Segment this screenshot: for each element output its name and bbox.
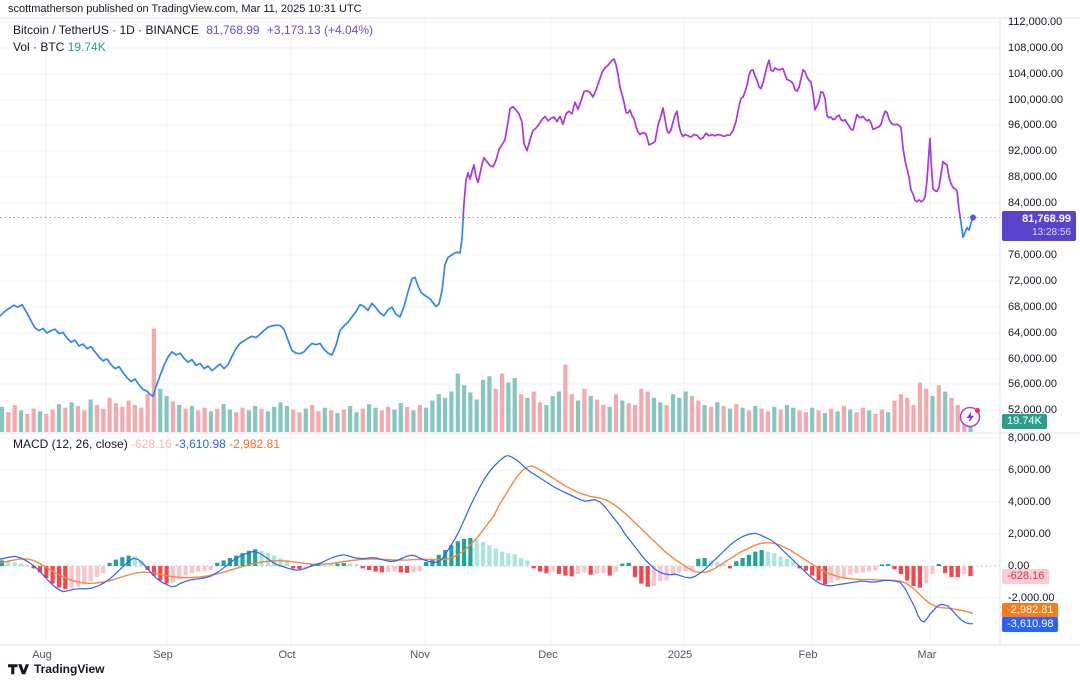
axis-tick-label: 8,000.00 xyxy=(1008,432,1051,444)
flash-idea-button[interactable] xyxy=(958,404,984,430)
bar-countdown: 13:28:56 xyxy=(1032,227,1071,238)
volume-label: Vol · BTC xyxy=(13,40,65,54)
axis-tick-label: 96,000.00 xyxy=(1008,119,1057,131)
last-price-badge-value: 81,768.99 xyxy=(1022,213,1071,225)
last-price-text: 81,768.99 xyxy=(206,23,260,37)
volume-badge: 19.74K xyxy=(1002,414,1047,429)
axis-tick-label: 76,000.00 xyxy=(1008,249,1057,261)
time-tick-label: 2025 xyxy=(667,649,693,661)
axis-tick-label: 68,000.00 xyxy=(1008,301,1057,313)
macd-legend[interactable]: MACD (12, 26, close) -628.16 -3,610.98 -… xyxy=(13,437,280,451)
tv-logo-icon xyxy=(8,663,29,674)
macd-signal-value: -2,982.81 xyxy=(229,437,280,451)
axis-tick-label: 112,000.00 xyxy=(1008,16,1063,28)
tradingview-brand-text: TradingView xyxy=(34,662,105,676)
time-tick-label: Nov xyxy=(410,649,430,661)
axis-tick-label: 2,000.00 xyxy=(1008,528,1051,540)
time-tick-label: Aug xyxy=(32,649,52,661)
volume-value: 19.74K xyxy=(67,40,106,54)
macd-hist-value: -628.16 xyxy=(131,437,172,451)
lightning-icon xyxy=(966,411,975,423)
macd-line-badge: -3,610.98 xyxy=(1002,617,1059,632)
time-tick-label: Sep xyxy=(153,649,173,661)
axis-tick-label: 88,000.00 xyxy=(1008,171,1057,183)
macd-title: MACD (12, 26, close) xyxy=(13,437,128,451)
axis-tick-label: -2,000.00 xyxy=(1008,592,1055,604)
axis-tick-label: 6,000.00 xyxy=(1008,464,1051,476)
axis-tick-label: 92,000.00 xyxy=(1008,145,1057,157)
time-tick-label: Feb xyxy=(798,649,818,661)
axis-tick-label: 100,000.00 xyxy=(1008,94,1064,106)
macd-hist-badge: -628.16 xyxy=(1002,569,1050,584)
price-change-text: +3,173.13 (+4.04%) xyxy=(266,23,373,37)
tradingview-watermark[interactable]: TradingView xyxy=(8,662,104,676)
symbol-title: Bitcoin / TetherUS · 1D · BINANCE xyxy=(13,23,199,37)
volume-legend[interactable]: Vol · BTC 19.74K xyxy=(13,40,106,54)
attribution-text: scottmatherson published on TradingView.… xyxy=(8,3,362,15)
axis-tick-label: 84,000.00 xyxy=(1008,197,1057,209)
macd-signal-badge: -2,982.81 xyxy=(1002,603,1059,618)
axis-tick-label: 72,000.00 xyxy=(1008,275,1057,287)
time-tick-label: Mar xyxy=(917,649,937,661)
symbol-legend[interactable]: Bitcoin / TetherUS · 1D · BINANCE 81,768… xyxy=(13,23,377,37)
axis-tick-label: 60,000.00 xyxy=(1008,353,1057,365)
last-price-badge: 81,768.99 13:28:56 xyxy=(1002,211,1076,241)
axis-tick-label: 108,000.00 xyxy=(1008,42,1064,54)
axis-tick-label: 4,000.00 xyxy=(1008,496,1051,508)
axis-tick-label: 104,000.00 xyxy=(1008,68,1064,80)
notification-dot-icon xyxy=(974,407,981,414)
time-tick-label: Dec xyxy=(538,649,558,661)
time-tick-label: Oct xyxy=(278,649,296,661)
macd-line-value: -3,610.98 xyxy=(175,437,226,451)
axis-tick-label: 56,000.00 xyxy=(1008,378,1057,390)
axis-tick-label: 52,000.00 xyxy=(1008,404,1057,416)
axis-tick-label: 64,000.00 xyxy=(1008,327,1057,339)
